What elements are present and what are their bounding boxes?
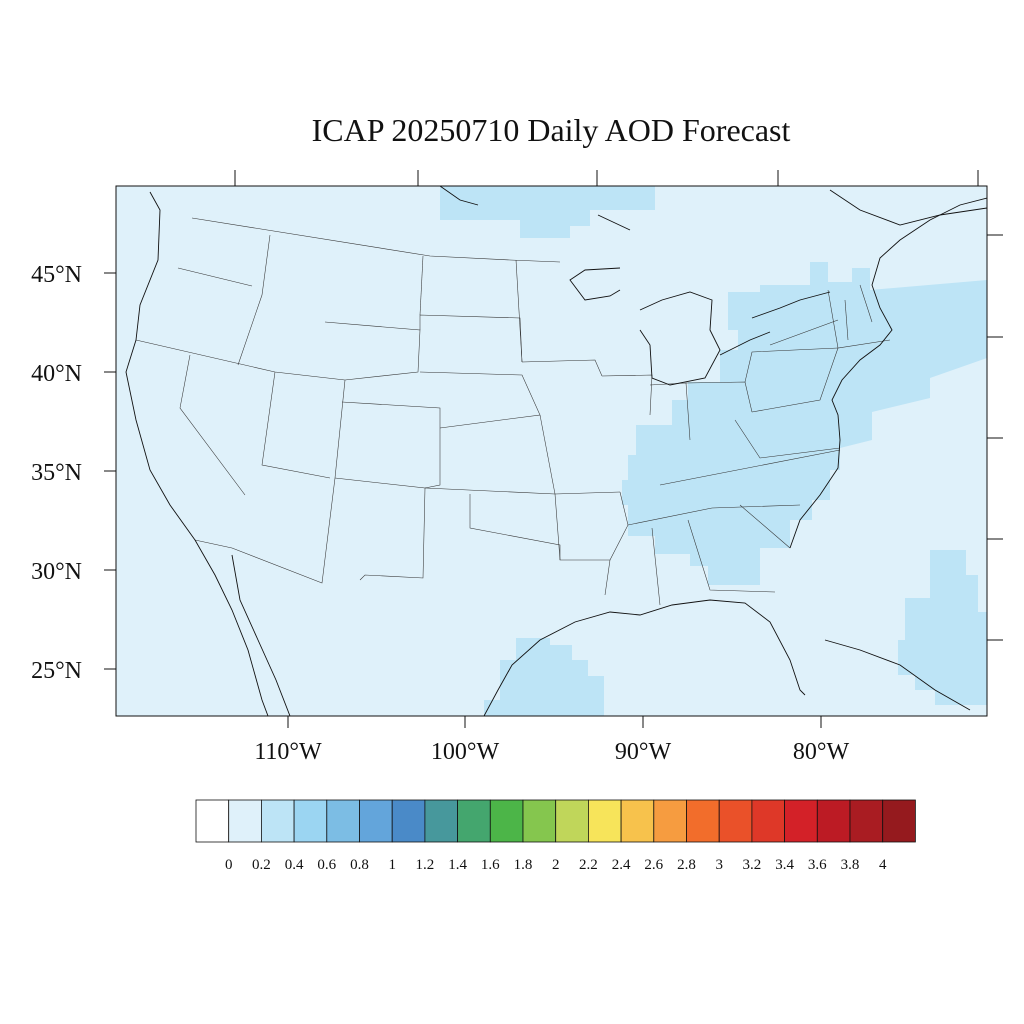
colorbar-tick-label: 1.2 [416, 857, 435, 873]
colorbar-tick-label: 2.8 [677, 857, 696, 873]
colorbar-swatch [293, 799, 328, 843]
colorbar-swatch [195, 799, 230, 843]
aod-region-atlantic [898, 550, 987, 705]
colorbar-swatch [424, 799, 458, 843]
state-boundaries [135, 217, 891, 606]
map-title: ICAP 20250710 Daily AOD Forecast [312, 112, 791, 148]
aod-region-east [622, 262, 987, 585]
map-frame [115, 185, 988, 717]
colorbar-tick-label: 0.8 [350, 857, 369, 873]
colorbar-tick-label: 1.8 [514, 857, 533, 873]
colorbar-swatch [588, 799, 622, 843]
colorbar-swatch [784, 799, 818, 843]
colorbar-swatch [718, 799, 753, 843]
map-background [116, 186, 987, 716]
colorbar-tick-label: 0 [225, 857, 233, 873]
colorbar-swatch [751, 799, 786, 843]
colorbar-tick-label: 0.6 [317, 857, 336, 873]
colorbar-tick-label: 3.2 [743, 857, 762, 873]
colorbar-tick-label: 3.4 [775, 857, 794, 873]
colorbar-swatch [686, 799, 720, 843]
colorbar-tick-label: 0.2 [252, 857, 271, 873]
colorbar-tick-label: 2.6 [644, 857, 663, 873]
colorbar-swatch [260, 799, 295, 843]
lat-label: 35°N [31, 460, 82, 486]
colorbar-swatch [816, 799, 851, 843]
lon-label: 110°W [254, 739, 322, 765]
colorbar-swatch [489, 799, 524, 843]
colorbar-tick-label: 3.6 [808, 857, 827, 873]
colorbar-tick-label: 2.2 [579, 857, 598, 873]
aod-region-north [440, 186, 655, 238]
colorbar-swatch [653, 799, 687, 843]
colorbar-swatch [457, 799, 491, 843]
colorbar-labels: 0 0.2 0.4 0.6 0.8 1 1.2 1.4 1.6 1.8 2 2.2 2.4 2.6 2.8 3… [225, 857, 887, 873]
colorbar-tick-label: 2 [552, 857, 560, 873]
colorbar-swatch [391, 799, 426, 843]
colorbar-tick-label: 1.4 [448, 857, 467, 873]
colorbar-tick-label: 2.4 [612, 857, 631, 873]
colorbar-swatch [228, 799, 262, 843]
lat-label: 40°N [31, 361, 82, 387]
colorbar [195, 799, 916, 843]
latitude-labels: 45°N 40°N 35°N 30°N 25°N [31, 262, 82, 684]
colorbar-swatch [359, 799, 393, 843]
coastline [125, 186, 987, 716]
colorbar-tick-label: 1.6 [481, 857, 500, 873]
longitude-labels: 110°W 100°W 90°W 80°W [254, 739, 849, 765]
colorbar-swatch [522, 799, 557, 843]
colorbar-tick-label: 4 [879, 857, 887, 873]
colorbar-swatch [555, 799, 589, 843]
map-panel [115, 185, 988, 717]
lat-label: 25°N [31, 658, 82, 684]
aod-higher-regions [440, 186, 987, 716]
aod-region-gulf [484, 638, 604, 716]
colorbar-tick-label: 1 [388, 857, 396, 873]
lon-label: 80°W [793, 739, 850, 765]
lat-label: 30°N [31, 559, 82, 585]
colorbar-swatch [882, 799, 916, 843]
colorbar-swatch [620, 799, 655, 843]
axis-ticks [104, 170, 1003, 728]
colorbar-swatch [326, 799, 360, 843]
lat-label: 45°N [31, 262, 82, 288]
colorbar-tick-label: 3.8 [841, 857, 860, 873]
colorbar-swatch [849, 799, 884, 843]
colorbar-tick-label: 0.4 [285, 857, 304, 873]
colorbar-tick-label: 3 [715, 857, 723, 873]
lon-label: 100°W [431, 739, 500, 765]
lon-label: 90°W [615, 739, 672, 765]
